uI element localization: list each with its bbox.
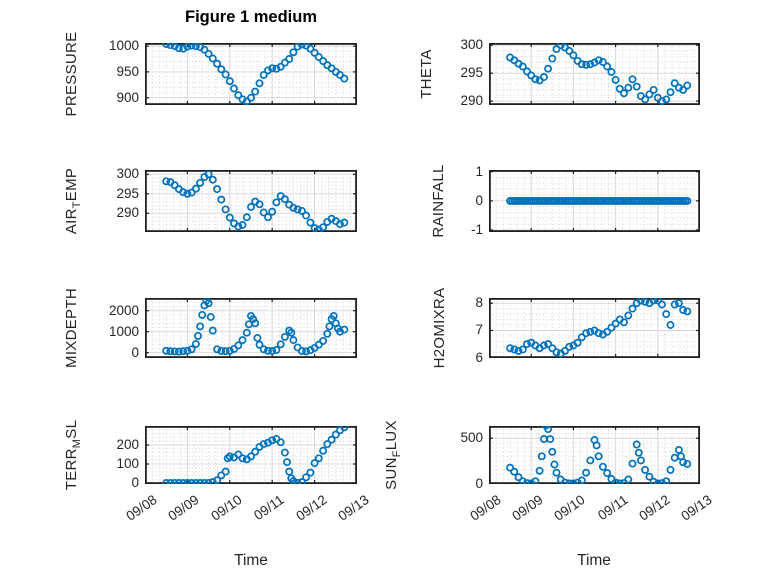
plot-area-h2omixra: [489, 298, 700, 358]
plot-area-pressure: [145, 43, 357, 105]
subplot-mixdepth: MIXDEPTH 0 1000 2000: [63, 288, 357, 368]
plot-canvas: [145, 170, 357, 232]
y-tick-label: 7: [475, 322, 483, 338]
y-tick-label: 2000: [108, 302, 139, 318]
x-axis-title-right: Time: [577, 552, 611, 569]
plot-area-air-temp: [145, 170, 357, 232]
y-tick-label: 6: [475, 349, 483, 365]
y-label-text: LUX: [383, 420, 400, 451]
y-tick-label: 950: [116, 63, 139, 79]
subplot-air-temp: AIRTEMP 290 295 300: [63, 166, 357, 234]
y-tick-label: 1: [475, 163, 483, 179]
y-tick-label: 8: [475, 295, 483, 311]
figure-title: Figure 1 medium: [184, 8, 318, 26]
y-label-text: SUN: [383, 457, 400, 490]
plot-canvas: [145, 426, 357, 484]
y-label-text: AIR: [63, 208, 80, 235]
y-label-subscript: F: [391, 450, 403, 458]
y-tick-label: 500: [460, 430, 483, 446]
y-tick-label: 290: [116, 205, 139, 221]
x-axis-title-left: Time: [234, 552, 268, 569]
subplot-sun-flux: SUNFLUX 0 500 09/08 09/09 09/10 09/11 09/12 09/…: [383, 420, 715, 524]
plot-canvas: [489, 43, 700, 105]
subplot-pressure: PRESSURE 900 950 1000: [63, 32, 357, 116]
plot-area-theta: [489, 43, 700, 105]
plot-canvas: [489, 426, 700, 484]
plot-canvas: [145, 298, 357, 358]
plot-area-sun-flux: [489, 426, 700, 484]
plot-canvas: [489, 170, 700, 232]
y-tick-label: 300: [460, 37, 483, 53]
plot-canvas: [489, 298, 700, 358]
plot-area-mixdepth: [145, 298, 357, 358]
y-label-text: TERR: [63, 448, 80, 491]
y-tick-label: 295: [116, 185, 139, 201]
plot-area-rainfall: [489, 170, 700, 232]
y-tick-label: -1: [470, 221, 483, 237]
y-label-text: PRESSURE: [63, 31, 80, 117]
y-tick-label: 300: [116, 166, 139, 182]
y-label-text: EMP: [63, 167, 80, 202]
y-tick-label: 0: [475, 475, 483, 491]
y-label-text: SL: [63, 419, 80, 439]
y-tick-label: 900: [116, 89, 139, 105]
subplot-theta: THETA 290 295 300: [418, 37, 700, 108]
y-label-text: MIXDEPTH: [63, 288, 80, 368]
y-tick-label: 0: [131, 475, 139, 491]
subplot-rainfall: RAINFALL -1 0 1: [430, 164, 700, 238]
y-tick-label: 100: [116, 456, 139, 472]
subplot-terr-msl: TERRMSL 0 100 200 09/08 09/09 09/10 09/11 09/12…: [63, 420, 372, 524]
y-tick-label: 0: [475, 192, 483, 208]
y-tick-label: 0: [131, 344, 139, 360]
plot-area-terr-msl: [145, 426, 357, 484]
y-axis-label-sun-flux: SUNFLUX: [383, 420, 403, 490]
y-tick-label: 295: [460, 65, 483, 81]
y-tick-label: 1000: [108, 38, 139, 54]
y-tick-label: 200: [116, 437, 139, 453]
y-tick-label: 1000: [108, 323, 139, 339]
y-tick-label: 290: [460, 93, 483, 109]
plot-canvas: [145, 43, 357, 105]
